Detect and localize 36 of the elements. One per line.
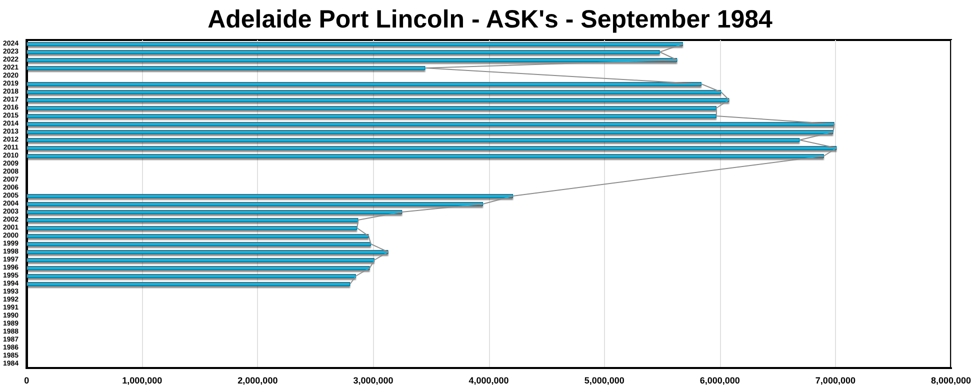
bar — [26, 218, 358, 222]
x-tick-label: 4,000,000 — [468, 376, 509, 385]
bar — [26, 250, 388, 254]
bar — [26, 66, 426, 70]
bar — [26, 98, 730, 102]
x-tick-label: 6,000,000 — [700, 376, 740, 385]
bar — [26, 154, 824, 158]
bar — [26, 122, 834, 126]
bar — [26, 114, 716, 118]
x-tick-label: 0 — [24, 376, 30, 385]
bar — [26, 106, 716, 110]
bar — [26, 242, 371, 246]
bar — [26, 234, 369, 238]
bar — [26, 258, 374, 262]
bar — [26, 58, 678, 62]
chart-title: Adelaide Port Lincoln - ASK's - September 1984 — [208, 6, 773, 34]
x-tick-label: 5,000,000 — [584, 376, 624, 385]
bar — [26, 82, 702, 86]
bar — [26, 50, 660, 54]
bar — [26, 90, 722, 94]
bar — [26, 138, 800, 142]
x-tick-label: 7,000,000 — [815, 376, 856, 385]
bar — [26, 202, 484, 206]
bar — [26, 226, 358, 230]
bar — [26, 274, 356, 278]
bar — [26, 146, 837, 150]
bar — [26, 282, 350, 286]
x-tick-label: 1,000,000 — [122, 376, 162, 385]
bar — [26, 194, 514, 198]
x-tick-label: 8,000,000 — [930, 376, 972, 385]
bar — [26, 42, 683, 46]
bar — [26, 266, 370, 270]
x-tick-label: 3,000,000 — [353, 376, 394, 385]
x-tick-label: 2,000,000 — [238, 376, 278, 385]
bar — [26, 130, 834, 134]
bar — [26, 210, 402, 214]
